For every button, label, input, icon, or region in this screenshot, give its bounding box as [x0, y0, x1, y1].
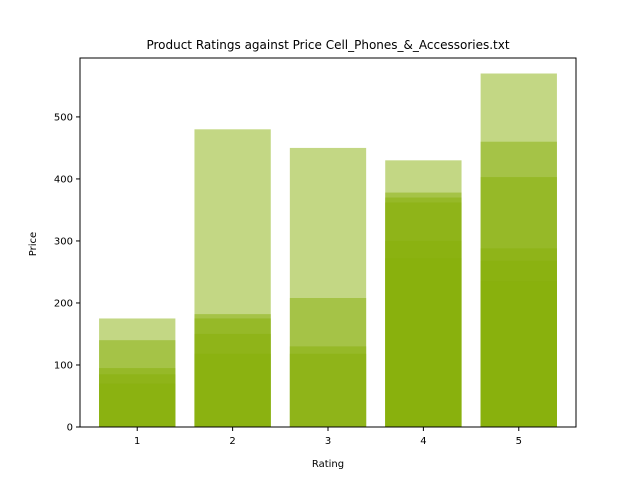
- y-tick-label: 200: [54, 298, 73, 309]
- x-tick-label: 4: [420, 436, 426, 447]
- bars-group: [99, 73, 557, 427]
- bar-rating-2-5: [194, 353, 271, 427]
- bar-rating-4-6: [385, 258, 462, 427]
- y-tick-label: 400: [54, 174, 73, 185]
- x-axis-ticks: 1 2 3 4 5: [134, 427, 522, 447]
- bar-rating-3-4: [289, 353, 367, 427]
- y-tick-label: 100: [54, 360, 73, 371]
- x-tick-label: 5: [516, 436, 522, 447]
- y-tick-label: 300: [54, 236, 73, 247]
- y-tick-label: 0: [67, 423, 73, 434]
- x-tick-label: 1: [134, 436, 140, 447]
- bar-rating-1-5: [99, 383, 176, 427]
- y-axis-ticks: 0 100 200 300 400 500: [54, 112, 80, 434]
- x-axis-label: Rating: [312, 459, 344, 470]
- bar-rating-5-6: [480, 281, 557, 427]
- y-axis-label: Price: [28, 232, 39, 256]
- x-tick-label: 3: [325, 436, 331, 447]
- chart-title: Product Ratings against Price Cell_Phone…: [146, 38, 509, 52]
- x-tick-label: 2: [229, 436, 235, 447]
- y-tick-label: 500: [54, 112, 73, 123]
